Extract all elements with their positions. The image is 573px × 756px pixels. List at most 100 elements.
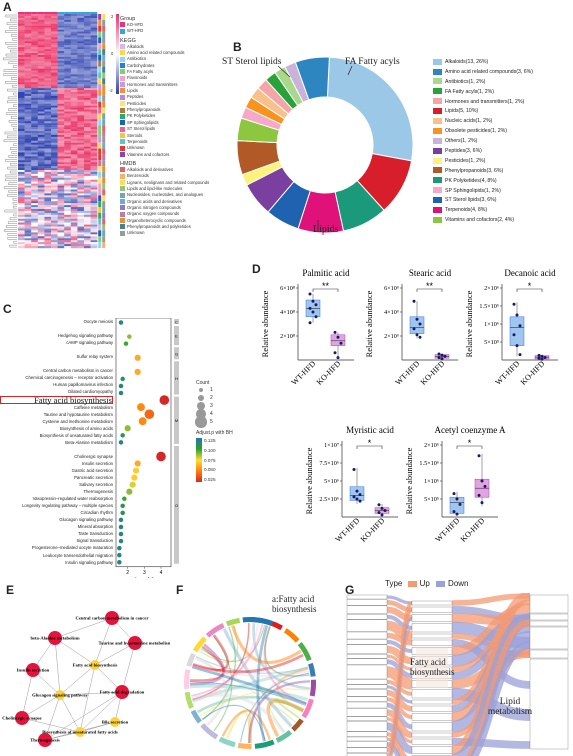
heatmap-cell <box>37 138 45 141</box>
heatmap-cell <box>64 205 71 208</box>
heatmap-cell <box>31 62 38 65</box>
heatmap-cell <box>70 113 78 116</box>
hmdb-strip <box>102 78 106 85</box>
heatmap-cell <box>51 74 58 77</box>
heatmap-cell <box>90 66 98 69</box>
network-node <box>15 711 29 725</box>
hmdb-strip <box>102 230 106 237</box>
heatmap-cell <box>37 238 45 241</box>
enrichment-point <box>122 496 127 502</box>
heatmap-cell <box>51 99 58 102</box>
hmdb-strip <box>102 101 106 108</box>
heatmap-cell <box>64 236 71 239</box>
enrichment-point <box>118 390 124 396</box>
heatmap-cell <box>64 88 71 91</box>
heatmap-cell <box>18 129 25 132</box>
chord-link <box>199 625 239 663</box>
network-node-label: Bile secretion <box>102 720 129 725</box>
heatmap-cell <box>90 195 98 198</box>
heatmap-cell <box>31 33 38 36</box>
heatmap-cell <box>77 187 85 190</box>
heatmap-cell <box>24 123 32 126</box>
heatmap-cell <box>24 21 32 24</box>
pathway-label: Fatty acid biosynthesis <box>0 395 113 404</box>
heatmap-cell <box>84 195 91 198</box>
data-point <box>380 506 384 510</box>
heatmap-cell <box>84 154 91 157</box>
heatmap-cell <box>31 199 38 202</box>
category-label: M <box>175 418 178 423</box>
heatmap-cell <box>84 82 91 85</box>
heatmap-cell <box>37 101 45 104</box>
heatmap-cell <box>18 132 25 136</box>
heatmap-cell <box>64 15 71 19</box>
heatmap-cell <box>24 171 32 175</box>
heatmap-cell <box>64 154 71 157</box>
heatmap-cell <box>64 66 71 69</box>
heatmap-cell <box>31 109 38 112</box>
data-point <box>336 356 340 360</box>
category-label: G <box>175 351 178 356</box>
heatmap-cell <box>77 37 85 40</box>
heatmap-cell <box>64 82 71 85</box>
heatmap-cell <box>90 105 98 108</box>
network-edge <box>21 694 61 719</box>
sankey-node <box>346 614 388 620</box>
heatmap-cell <box>77 31 85 34</box>
heatmap-cell <box>18 189 25 192</box>
heatmap-cell <box>18 164 25 167</box>
heatmap-cell <box>18 166 25 169</box>
heatmap-cell <box>24 105 32 108</box>
kegg-strip <box>98 14 102 20</box>
heatmap-cell <box>90 103 98 106</box>
heatmap-cell <box>31 228 38 231</box>
heatmap-cell <box>37 27 45 30</box>
network-node-label: Thermogenesis <box>30 738 60 743</box>
box <box>330 334 346 346</box>
heatmap-cell <box>64 23 71 26</box>
heatmap-cell <box>84 173 91 177</box>
heatmap-cell <box>57 117 65 120</box>
heatmap-cell <box>37 207 45 210</box>
heatmap-cell <box>90 134 98 138</box>
heatmap-cell <box>31 160 38 163</box>
heatmap-cell <box>31 207 38 210</box>
heatmap-cell <box>90 127 98 130</box>
heatmap-cell <box>90 101 98 104</box>
sankey-node <box>411 600 453 606</box>
heatmap-cell <box>37 33 45 36</box>
heatmap-cell <box>90 115 98 118</box>
heatmap-cell <box>77 121 85 124</box>
legend-item: WT-HFD <box>120 28 220 34</box>
legend-title: Group <box>120 16 136 22</box>
heatmap-cell <box>44 162 52 165</box>
heatmap-cell <box>77 152 85 155</box>
pathway-label: Dilated cardiomyopathy <box>68 389 113 395</box>
heatmap-cell <box>18 82 25 85</box>
heatmap-cell <box>90 47 98 50</box>
heatmap-cell <box>44 49 52 52</box>
y-tick-label: 1×10⁷ <box>324 442 339 449</box>
heatmap-cell <box>18 181 25 184</box>
heatmap-cell <box>77 228 85 231</box>
heatmap-cell <box>57 66 65 69</box>
heatmap-cell <box>51 168 58 171</box>
data-point <box>355 489 359 493</box>
heatmap-cell <box>70 216 78 219</box>
heatmap-cell <box>24 17 32 21</box>
heatmap-cell <box>64 60 71 63</box>
heatmap-cell <box>64 152 71 155</box>
heatmap-cell <box>31 119 38 122</box>
heatmap-cell <box>64 25 71 28</box>
hmdb-strip <box>102 224 106 231</box>
heatmap-cell <box>90 17 98 21</box>
heatmap-cell <box>70 222 78 225</box>
pathway-label: Signal transduction <box>76 538 113 544</box>
heatmap-cell <box>24 39 32 42</box>
heatmap-cell <box>84 115 91 118</box>
heatmap-cell <box>84 185 91 188</box>
hmdb-strip <box>102 72 106 79</box>
heatmap-cell <box>77 93 85 97</box>
heatmap-cell <box>90 175 98 178</box>
heatmap-cell <box>31 39 38 42</box>
